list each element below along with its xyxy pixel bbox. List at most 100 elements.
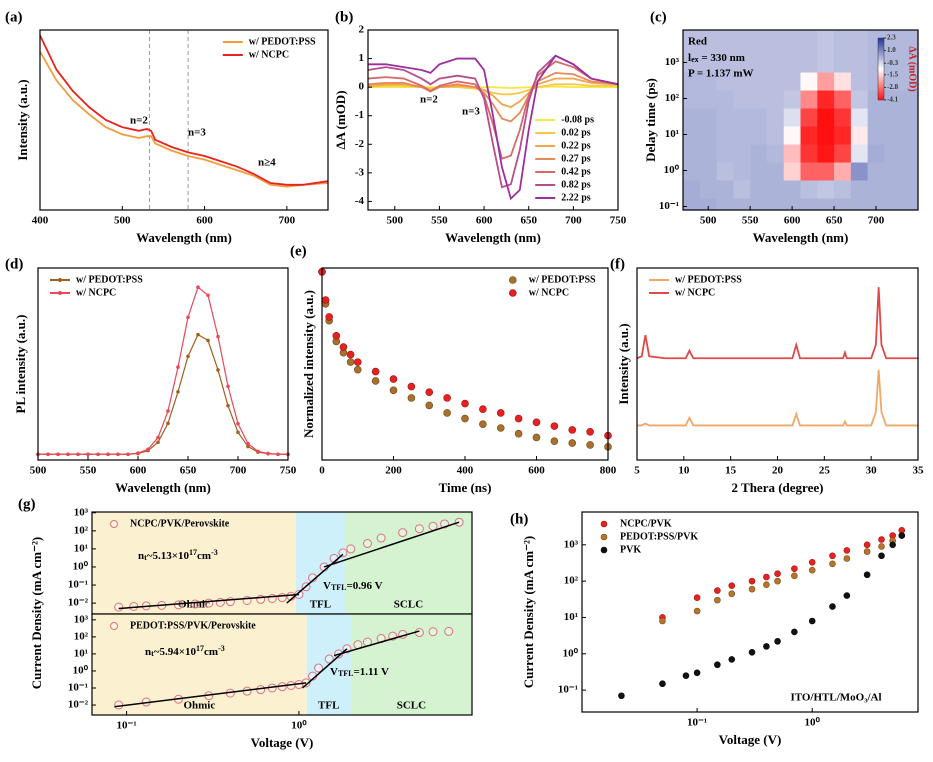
annotation: n=3 [188,127,206,139]
x-axis-label: Wavelength (nm) [445,230,541,245]
series-line [368,54,619,201]
x-tick-label: 700 [230,465,247,477]
marker [266,451,270,456]
heatmap-cell [867,107,886,127]
marker [346,544,356,554]
legend-label: NCPC/PVK/Perovskite [130,518,230,529]
annotation-part: -3 [218,644,225,653]
marker [532,433,541,442]
marker [66,452,70,457]
heatmap-cell [733,89,751,109]
marker [196,332,200,337]
colorbar [877,37,885,101]
marker [443,409,451,417]
colorbar-tick-label: 2.3 [887,34,896,42]
heatmap-cell [750,143,768,163]
marker [166,409,170,413]
series-line [368,85,618,89]
marker [332,331,341,340]
marker [763,643,770,650]
heatmap-cell [683,179,701,199]
y-tick-label: 10³ [74,613,89,625]
marker [774,570,781,578]
marker [216,334,220,339]
annotation: n=2 [130,115,148,127]
annotation-part: l [688,52,691,64]
marker [728,656,736,663]
marker [166,421,170,426]
heatmap-cell [850,89,869,109]
y-tick-label: 10⁻¹ [558,684,578,696]
heatmap-cell [834,125,852,145]
marker [389,375,398,383]
heatmap-cell [800,125,818,145]
marker [376,533,386,543]
heatmap-cell [699,161,718,181]
marker [186,315,190,320]
annotation-part: n [145,646,151,658]
x-tick-label: 650 [520,215,537,227]
y-tick-label: 2 [359,24,365,36]
x-axis-label: Wavelength (nm) [136,230,232,245]
heatmap-cell [783,161,802,181]
x-tick-label: 400 [457,465,474,477]
marker [693,594,701,602]
series-line [39,51,329,188]
marker [878,536,885,543]
annotation: n≥4 [258,157,276,169]
heatmap-cell [867,197,886,211]
annotation: Red [688,36,707,48]
legend-label: w/ NCPC [529,287,569,298]
x-axis-label: Time (ns) [439,480,492,495]
heatmap-cell [766,125,785,145]
y-axis-label: Delay time (ps) [643,78,658,162]
heatmap-cell [750,89,768,109]
heatmap-cell [716,197,734,211]
x-tick-label: 550 [742,215,759,227]
heatmap-cell [901,71,919,91]
x-axis-label: 2 Thera (degree) [732,480,824,495]
plot-frame [91,613,473,716]
region-label: SCLC [394,599,423,611]
legend-label: NCPC/PVK [620,518,672,529]
heatmap-cell [850,161,869,181]
heatmap-cell [817,30,835,73]
marker [682,672,690,679]
legend-label: w/ PEDOT:PSS [529,274,596,285]
heatmap-cell [766,143,785,163]
colorbar-tick-label: -1.5 [887,70,899,78]
heatmap-cell [699,197,718,211]
x-tick-label: 600 [476,215,493,227]
heatmap-cell [901,161,919,181]
x-tick-label: 500 [114,215,131,227]
heatmap-cell [901,179,919,199]
heatmap-cell [850,179,869,199]
x-tick-label: 500 [700,215,717,227]
fit-line [118,593,299,610]
marker [763,581,770,588]
legend-label: -0.08 ps [561,114,594,125]
marker [353,365,362,374]
legend-label: 2.22 ps [561,192,591,203]
plot-background [637,268,918,460]
x-axis-label: Wavelength (nm) [115,480,211,495]
heatmap-cell [750,71,768,91]
x-tick-label: 10⁰ [804,717,820,729]
heatmap-cell [901,30,919,73]
heatmap-cell [783,30,802,73]
x-tick-label: 600 [130,465,147,477]
x-tick-label: 5 [634,465,640,477]
marker [479,420,487,429]
marker [206,338,210,343]
x-axis-label: Voltage (V) [719,732,782,747]
x-tick-label: 600 [196,215,213,227]
x-tick-label: 500 [387,215,404,227]
heatmap-cell [733,161,751,181]
heatmap-cell [766,197,785,211]
y-tick-label: 10⁰ [73,664,89,676]
heatmap-cell [850,125,869,145]
x-tick-label: 750 [280,465,297,477]
heatmap-cell [733,125,751,145]
x-tick-label: 0 [319,465,325,477]
heatmap-cell [699,71,718,91]
